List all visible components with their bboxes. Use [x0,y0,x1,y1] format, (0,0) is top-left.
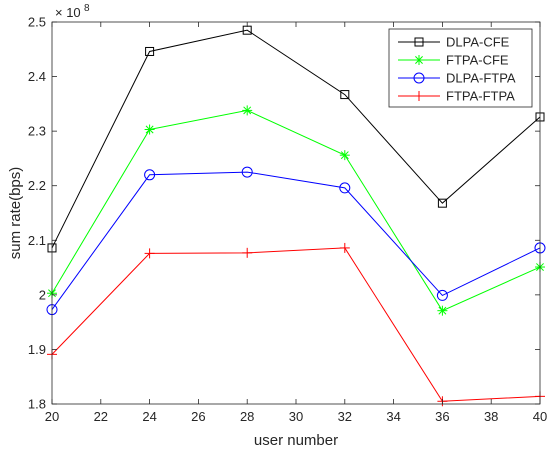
y-tick-label: 1.9 [28,342,46,357]
data-point-dlpa-cfe-shape [437,198,447,208]
y-multiplier-exponent: 8 [84,3,90,14]
data-point-dlpa-ftpa [436,289,448,301]
data-point-ftpa-cfe-d2 [340,151,349,160]
data-point-dlpa-ftpa-shape [241,166,253,178]
y-tick-label: 2.3 [28,124,46,139]
series-line-ftpa-ftpa [51,247,541,402]
legend-label-dlpa-ftpa: DLPA-FTPA [446,71,516,86]
data-point-ftpa-ftpa [144,248,155,259]
data-point-dlpa-cfe [437,198,447,208]
legend-marker-ftpa-cfe-d2 [415,56,423,64]
x-tick-label: 24 [142,409,156,424]
data-point-dlpa-ftpa-shape [339,182,351,194]
y-multiplier-base: × 10 [55,5,81,20]
y-tick-label: 2.1 [28,233,46,248]
data-point-ftpa-cfe-d2 [145,125,154,134]
y-tick-label: 2 [39,287,46,302]
x-tick-label: 28 [240,409,254,424]
legend-marker-ftpa-ftpa [414,91,424,101]
legend-label-dlpa-cfe: DLPA-CFE [446,35,510,50]
y-tick-label: 2.4 [28,69,46,84]
series-line-ftpa-cfe [51,109,541,312]
x-tick-label: 30 [289,409,303,424]
data-point-dlpa-cfe [145,46,155,56]
data-point-dlpa-cfe-shape [145,46,155,56]
legend-marker-dlpa-ftpa [413,72,425,84]
data-point-dlpa-ftpa [339,182,351,194]
legend-marker-ftpa-cfe [414,55,424,65]
legend-item-ftpa-ftpa: FTPA-FTPA [398,89,515,104]
x-tick-label: 36 [435,409,449,424]
legend-marker-dlpa-cfe-shape [414,37,424,47]
legend-item-dlpa-cfe: DLPA-CFE [398,35,510,50]
x-tick-label: 38 [484,409,498,424]
y-tick-label: 2.2 [28,178,46,193]
y-tick-label: 1.8 [28,397,46,412]
tick-layer: 20 22 24 26 28 30 32 34 36 38 40 1.8 1.9 2 2.1 2.2 2.3 2.… [28,15,547,425]
x-tick-label: 26 [191,409,205,424]
y-multiplier: × 10 8 [55,3,90,20]
x-tick-label: 32 [338,409,352,424]
data-point-dlpa-ftpa [241,166,253,178]
x-tick-label: 20 [45,409,59,424]
data-point-dlpa-cfe-shape [340,90,350,100]
data-point-dlpa-cfe [340,90,350,100]
data-point-ftpa-cfe-d2 [243,106,252,115]
data-point-ftpa-cfe [242,105,253,116]
legend-label-ftpa-ftpa: FTPA-FTPA [446,89,515,104]
data-point-dlpa-ftpa-shape [144,169,156,181]
legend-item-ftpa-cfe: FTPA-CFE [398,53,509,68]
legend-label-ftpa-cfe: FTPA-CFE [446,53,509,68]
x-axis-label: user number [254,432,338,449]
data-point-ftpa-cfe-d2 [438,306,447,315]
x-tick-label: 40 [533,409,547,424]
y-axis-label: sum rate(bps) [7,167,24,260]
data-point-ftpa-cfe [437,305,448,316]
data-point-dlpa-ftpa [144,169,156,181]
series-line-dlpa-cfe [51,29,541,249]
series-line-dlpa-ftpa [51,171,541,310]
legend: DLPA-CFE FTPA-CFE DLPA-FTPA FTPA-FTPA [388,28,533,108]
data-point-ftpa-ftpa [242,247,253,258]
data-point-ftpa-ftpa [339,242,350,253]
y-tick-label: 2.5 [28,15,46,30]
legend-marker-dlpa-cfe [414,37,424,47]
x-tick-label: 34 [386,409,400,424]
x-tick-label: 22 [94,409,108,424]
data-point-ftpa-cfe [339,150,350,161]
data-point-ftpa-cfe [144,124,155,135]
legend-marker-dlpa-ftpa-shape [413,72,425,84]
legend-item-dlpa-ftpa: DLPA-FTPA [398,71,516,86]
data-point-dlpa-ftpa-shape [436,289,448,301]
